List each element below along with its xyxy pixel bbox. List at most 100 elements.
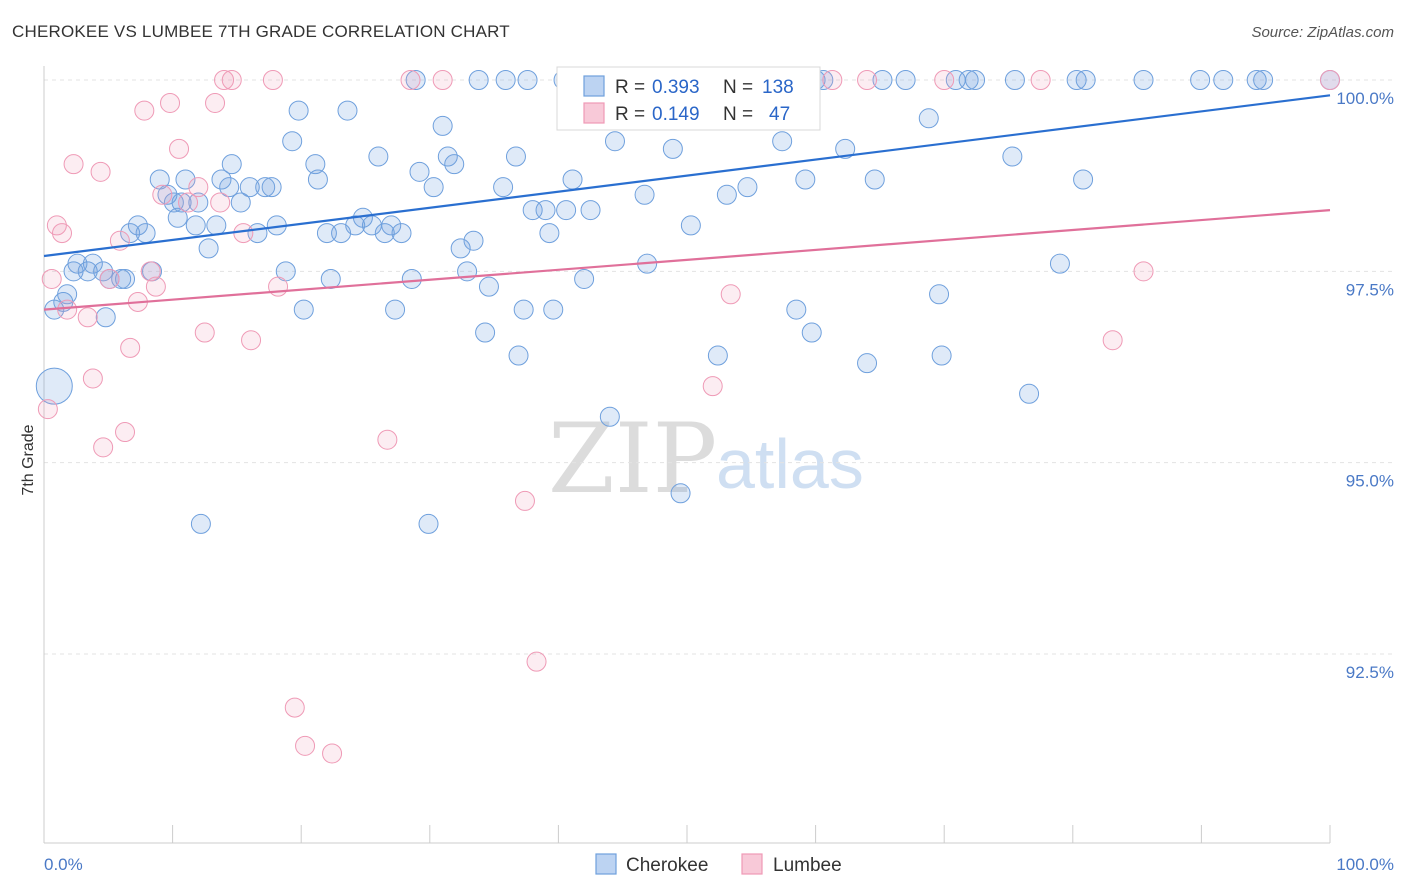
cherokee-point — [432, 115, 453, 136]
grid-lines — [44, 79, 1394, 655]
lumbee-point — [400, 70, 421, 90]
cherokee-point — [82, 253, 103, 274]
cherokee-point — [680, 215, 701, 236]
cherokee-point — [288, 100, 309, 121]
cherokee-point — [1073, 169, 1094, 190]
y-tick-label-1: 97.5% — [1346, 280, 1394, 299]
legend-swatch-cherokee — [583, 75, 605, 97]
cherokee-point — [95, 307, 116, 328]
cherokee-point — [517, 70, 538, 90]
lumbee-point — [134, 100, 155, 121]
legend: R = 0.393 N = 138 R = 0.149 N = 47 — [556, 66, 821, 131]
cherokee-point — [662, 138, 683, 159]
lumbee-point — [140, 261, 161, 282]
cherokee-point — [508, 345, 529, 366]
trend-lines — [43, 94, 1331, 311]
cherokee-point — [391, 223, 412, 244]
cherokee-point — [305, 154, 326, 175]
y-tick-label-0: 100.0% — [1336, 89, 1394, 108]
cherokee-point — [478, 276, 499, 297]
legend-n-value-lumbee: 47 — [769, 104, 790, 125]
cherokee-point — [801, 322, 822, 343]
cherokee-point — [857, 353, 878, 374]
cherokee-point — [475, 322, 496, 343]
cherokee-point — [198, 238, 219, 259]
lumbee-point — [822, 70, 843, 90]
cherokee-point — [405, 70, 426, 90]
cherokee-point — [495, 70, 516, 90]
cherokee-point — [211, 169, 232, 190]
cherokee-point — [1133, 70, 1154, 90]
cherokee-point — [206, 215, 227, 236]
cherokee-point — [1002, 146, 1023, 167]
cherokee-point — [381, 215, 402, 236]
lumbee-point — [93, 437, 114, 458]
lumbee-point — [57, 299, 78, 320]
cherokee-point — [418, 513, 439, 534]
cherokee-point — [190, 513, 211, 534]
cherokee-point — [239, 177, 260, 198]
cherokee-point — [115, 268, 136, 289]
y-axis-label: 7th Grade — [20, 424, 37, 495]
lumbee-point — [37, 399, 58, 420]
cherokee-point — [230, 192, 251, 213]
cherokee-point — [450, 238, 471, 259]
lumbee-point — [221, 70, 242, 90]
lumbee-point — [205, 92, 226, 113]
cherokee-point — [1019, 383, 1040, 404]
cherokee-point — [786, 299, 807, 320]
cherokee-point — [67, 253, 88, 274]
cherokee-point — [872, 70, 893, 90]
lumbee-point — [77, 307, 98, 328]
cherokee-point — [316, 223, 337, 244]
lumbee-point — [99, 268, 120, 289]
cherokee-point — [505, 146, 526, 167]
bottom-legend-label-lumbee: Lumbee — [773, 855, 842, 876]
cherokee-point — [185, 215, 206, 236]
x-tick-label-max: 100.0% — [1336, 855, 1394, 874]
cherokee-point — [409, 161, 430, 182]
cherokee-point — [127, 215, 148, 236]
cherokee-point — [535, 200, 556, 221]
legend-n-value-cherokee: 138 — [762, 77, 794, 98]
lumbee-point — [1102, 330, 1123, 351]
cherokee-point — [965, 70, 986, 90]
lumbee-point — [63, 154, 84, 175]
lumbee-point — [322, 743, 343, 764]
cherokee-point — [385, 299, 406, 320]
lumbee-point — [169, 138, 190, 159]
cherokee-point — [958, 70, 979, 90]
cherokee-point — [337, 100, 358, 121]
cherokee-point — [401, 268, 422, 289]
chart-title: CHEROKEE VS LUMBEE 7TH GRADE CORRELATION… — [12, 22, 510, 41]
cherokee-point — [1190, 70, 1211, 90]
x-tick-label-min: 0.0% — [44, 855, 83, 874]
cherokee-point — [670, 483, 691, 504]
cherokee-point — [580, 200, 601, 221]
cherokee-point — [368, 146, 389, 167]
cherokee-point — [1004, 70, 1025, 90]
cherokee-point — [423, 177, 444, 198]
cherokee-point — [543, 299, 564, 320]
lumbee-point — [188, 177, 209, 198]
cherokee-point — [931, 345, 952, 366]
cherokee-point — [599, 406, 620, 427]
cherokee-point — [707, 345, 728, 366]
y-tick-label-3: 92.5% — [1346, 663, 1394, 682]
cherokee-point — [261, 177, 282, 198]
y-tick-labels: 100.0% 97.5% 95.0% 92.5% — [1336, 89, 1394, 682]
cherokee-point — [634, 184, 655, 205]
lumbee-point — [1320, 70, 1340, 90]
legend-n-label-cherokee: N = — [723, 77, 753, 98]
legend-r-value-lumbee: 0.149 — [652, 104, 700, 125]
lumbee-point — [268, 276, 289, 297]
lumbee-point — [52, 223, 73, 244]
cherokee-point — [493, 177, 514, 198]
cherokee-point — [895, 70, 916, 90]
cherokee-point — [513, 299, 534, 320]
bottom-legend: Cherokee Lumbee — [595, 853, 842, 876]
lumbee-point — [160, 92, 181, 113]
cherokee-point — [1213, 70, 1234, 90]
cherokee-point — [163, 192, 184, 213]
